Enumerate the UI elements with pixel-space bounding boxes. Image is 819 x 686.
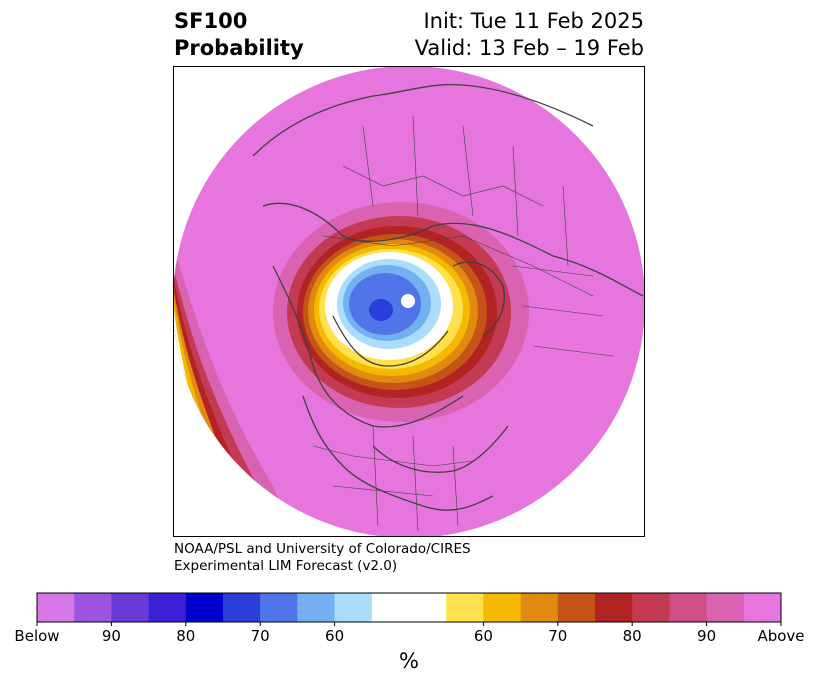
country-borders xyxy=(312,115,614,532)
colorbar-swatch xyxy=(669,593,708,622)
colorbar-tick-label: Below xyxy=(14,627,60,645)
forecast-map xyxy=(173,66,645,537)
colorbar-tick-marks xyxy=(36,622,782,626)
colorbar-swatch xyxy=(260,593,298,622)
colorbar-swatches xyxy=(37,593,782,622)
colorbar-swatch xyxy=(297,593,336,622)
colorbar-swatch xyxy=(74,593,112,622)
colorbar-tick-label: 60 xyxy=(325,627,345,645)
colorbar-swatch xyxy=(520,593,559,622)
date-block: Init: Tue 11 Feb 2025 Valid: 13 Feb – 19… xyxy=(360,8,644,62)
colorbar-swatch xyxy=(334,593,373,622)
colorbar-swatch xyxy=(595,593,633,622)
colorbar-swatch xyxy=(111,593,150,622)
colorbar-swatch xyxy=(706,593,745,622)
credit-line-1: NOAA/PSL and University of Colorado/CIRE… xyxy=(174,541,471,557)
colorbar-tick-label: Above xyxy=(757,627,805,645)
credit-block: NOAA/PSL and University of Colorado/CIRE… xyxy=(174,541,471,575)
credit-line-2: Experimental LIM Forecast (v2.0) xyxy=(174,558,398,574)
colorbar-swatch xyxy=(557,593,596,622)
colorbar-swatch xyxy=(37,593,75,622)
title-kind: Probability xyxy=(174,36,304,60)
colorbar-swatch xyxy=(483,593,522,622)
colorbar-swatch xyxy=(185,593,224,622)
colorbar-swatch xyxy=(632,593,670,622)
colorbar-tick-label: 60 xyxy=(473,627,493,645)
valid-range: Valid: 13 Feb – 19 Feb xyxy=(414,36,644,60)
map-border xyxy=(173,66,645,537)
coastlines xyxy=(252,83,644,511)
init-date: Init: Tue 11 Feb 2025 xyxy=(423,9,644,33)
probability-field xyxy=(173,66,645,537)
colorbar-swatch xyxy=(409,593,447,622)
colorbar-tick-label: 80 xyxy=(176,627,196,645)
title-variable: SF100 xyxy=(174,9,248,33)
colorbar-swatch xyxy=(371,593,410,622)
colorbar-tick-label: 80 xyxy=(622,627,642,645)
colorbar-tick-label: 90 xyxy=(101,627,121,645)
colorbar xyxy=(36,592,782,626)
colorbar-swatch xyxy=(148,593,187,622)
colorbar-tick-label: 70 xyxy=(250,627,270,645)
colorbar-tick-label: 90 xyxy=(697,627,717,645)
colorbar-swatch xyxy=(223,593,261,622)
colorbar-outline xyxy=(36,592,782,623)
colorbar-swatch xyxy=(743,593,782,622)
title-block: SF100 Probability xyxy=(174,8,304,62)
colorbar-tick-label: 70 xyxy=(548,627,568,645)
colorbar-swatch xyxy=(446,593,484,622)
colorbar-unit: % xyxy=(399,649,419,673)
